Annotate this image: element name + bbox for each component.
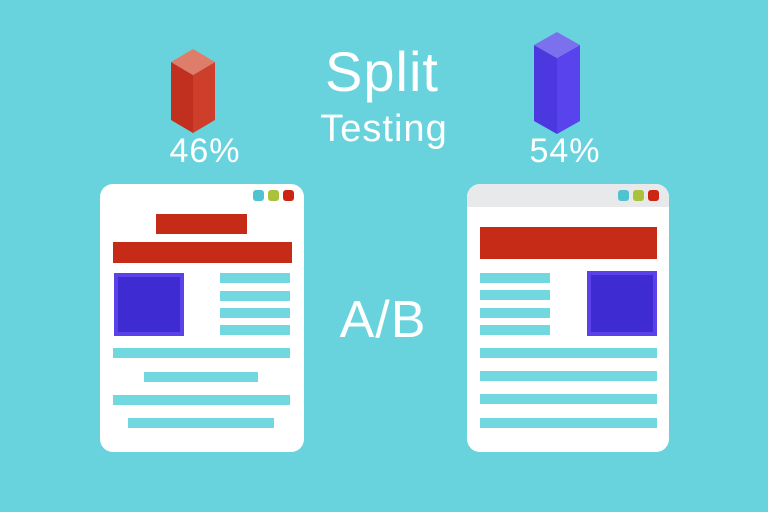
wireframe-text-line [480, 308, 550, 318]
wireframe-text-line [480, 394, 657, 404]
browser-window-variant-b [467, 184, 669, 452]
wireframe-heading-block [156, 214, 247, 234]
window-dot-teal-icon [253, 190, 264, 201]
wireframe-banner-block [480, 227, 657, 259]
wireframe-text-line [113, 348, 290, 358]
variant-a-share-label: 46% [169, 132, 241, 170]
wireframe-text-line [480, 325, 550, 335]
wireframe-image-block [114, 273, 184, 336]
window-b-control-dots [618, 190, 659, 201]
wireframe-text-line [220, 273, 290, 283]
title-line-1: Split [325, 40, 439, 103]
wireframe-text-line [480, 418, 657, 428]
wireframe-text-line [113, 395, 290, 405]
window-dot-red-icon [648, 190, 659, 201]
wireframe-banner-block [113, 242, 292, 263]
window-dot-green-icon [268, 190, 279, 201]
wireframe-text-line [128, 418, 274, 428]
window-dot-red-icon [283, 190, 294, 201]
ab-center-label: A/B [339, 291, 427, 349]
window-dot-teal-icon [618, 190, 629, 201]
window-a-control-dots [253, 190, 294, 201]
window-a-titlebar [100, 184, 304, 207]
title-line-2: Testing [320, 108, 448, 150]
wireframe-text-line [480, 290, 550, 300]
wireframe-text-line [220, 308, 290, 318]
browser-window-variant-a [100, 184, 304, 452]
window-dot-green-icon [633, 190, 644, 201]
wireframe-text-line [220, 325, 290, 335]
wireframe-text-line [480, 273, 550, 283]
variant-b-share-label: 54% [529, 132, 601, 170]
wireframe-text-line [480, 371, 657, 381]
wireframe-text-line [480, 348, 657, 358]
wireframe-text-line [144, 372, 258, 382]
bar-3d-variant-b-icon [534, 32, 580, 134]
window-b-titlebar [467, 184, 669, 207]
bar-3d-variant-a-icon [171, 49, 215, 133]
wireframe-image-block [587, 271, 657, 336]
wireframe-text-line [220, 291, 290, 301]
